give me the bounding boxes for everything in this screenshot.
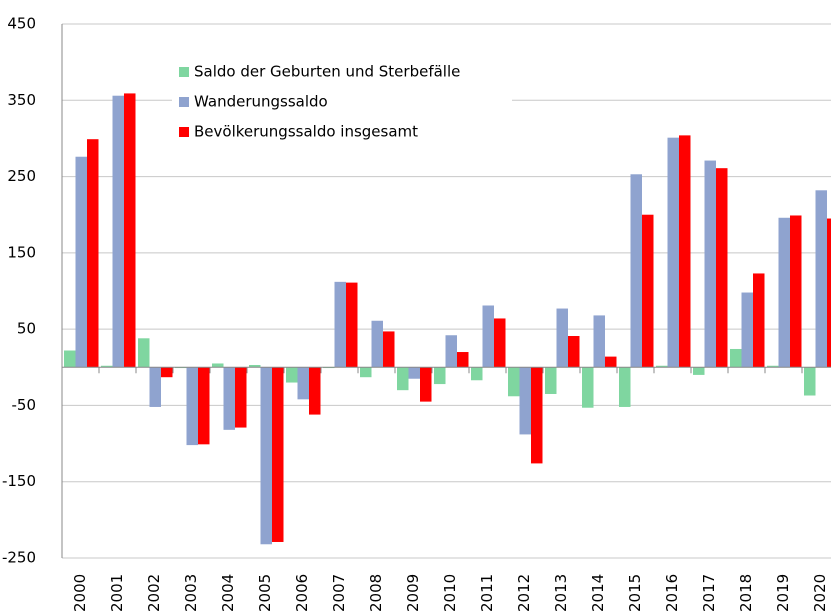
bar [334, 281, 346, 368]
x-tick-label: 2007 [330, 574, 348, 612]
bar [593, 315, 605, 368]
bar [568, 336, 580, 368]
bar [790, 215, 802, 368]
bar [730, 348, 742, 368]
bar [619, 367, 631, 407]
bar [360, 367, 372, 378]
y-tick-label: -150 [2, 472, 36, 490]
bar [161, 367, 173, 378]
bar [457, 352, 469, 368]
bar [75, 156, 87, 368]
x-tick-label: 2011 [478, 574, 496, 612]
bar [679, 135, 691, 368]
bar [693, 367, 705, 375]
x-tick-label: 2008 [367, 574, 385, 612]
bar [249, 364, 261, 368]
bar [531, 367, 543, 464]
bar [198, 367, 210, 445]
legend-box [172, 56, 512, 152]
bar [371, 320, 383, 368]
bar [235, 367, 247, 428]
x-tick-label: 2012 [515, 574, 533, 612]
x-tick-label: 2003 [182, 574, 200, 612]
y-tick-label: 50 [17, 320, 36, 338]
bar [286, 367, 298, 383]
bar [64, 350, 76, 368]
y-tick-label: 250 [7, 167, 36, 185]
bar [445, 335, 457, 368]
bar [434, 367, 446, 385]
bar [753, 273, 765, 368]
legend-swatch [179, 127, 189, 137]
bar [87, 139, 99, 368]
legend-swatch [179, 97, 189, 107]
bar [804, 367, 816, 396]
bar [767, 365, 779, 368]
legend-label: Bevölkerungssaldo insgesamt [194, 123, 418, 141]
bar [471, 367, 483, 381]
bar [482, 305, 494, 368]
bar [260, 367, 272, 545]
bar [272, 367, 284, 542]
x-tick-label: 2020 [811, 574, 829, 612]
y-tick-label: -50 [12, 396, 37, 414]
y-tick-label: 350 [7, 91, 36, 109]
legend-label: Saldo der Geburten und Sterbefälle [194, 63, 460, 81]
bar [149, 367, 161, 407]
bar [397, 367, 409, 391]
bar [656, 365, 668, 368]
bar [186, 367, 198, 446]
x-tick-label: 2017 [700, 574, 718, 612]
bar [778, 217, 790, 368]
x-tick-label: 2004 [219, 574, 237, 612]
bar [545, 367, 557, 394]
x-tick-label: 2010 [441, 574, 459, 612]
bar [223, 367, 235, 430]
x-tick-label: 2016 [663, 574, 681, 612]
x-tick-label: 2005 [256, 574, 274, 612]
bar [582, 367, 594, 408]
bar [827, 218, 831, 368]
bar [138, 338, 150, 368]
bar [667, 137, 679, 368]
bar [420, 367, 432, 402]
bar [408, 367, 420, 379]
x-tick-label: 2019 [774, 574, 792, 612]
bar [642, 214, 654, 368]
x-tick-label: 2013 [552, 574, 570, 612]
x-tick-label: 2014 [589, 574, 607, 612]
x-tick-label: 2001 [108, 574, 126, 612]
bar [704, 160, 716, 368]
x-tick-label: 2000 [71, 574, 89, 612]
bar [508, 367, 520, 397]
bar [556, 308, 568, 368]
bar [519, 367, 531, 435]
x-tick-label: 2018 [737, 574, 755, 612]
bar [101, 365, 113, 368]
bar [741, 292, 753, 368]
legend-swatch [179, 67, 189, 77]
bar [309, 367, 321, 415]
y-tick-label: 450 [7, 15, 36, 33]
bar [716, 168, 728, 368]
bar [112, 95, 124, 368]
bar [605, 356, 617, 368]
x-tick-label: 2002 [145, 574, 163, 612]
x-tick-label: 2015 [626, 574, 644, 612]
y-tick-label: -250 [2, 549, 36, 567]
y-tick-label: 150 [7, 243, 36, 261]
bar [815, 190, 827, 368]
bar [494, 318, 506, 368]
legend-label: Wanderungssaldo [194, 93, 328, 111]
bar [630, 174, 642, 368]
bar [383, 331, 395, 368]
x-tick-label: 2006 [293, 574, 311, 612]
bar [124, 93, 136, 368]
x-tick-label: 2009 [404, 574, 422, 612]
bar [346, 282, 358, 368]
bar [212, 363, 224, 368]
bar [297, 367, 309, 400]
